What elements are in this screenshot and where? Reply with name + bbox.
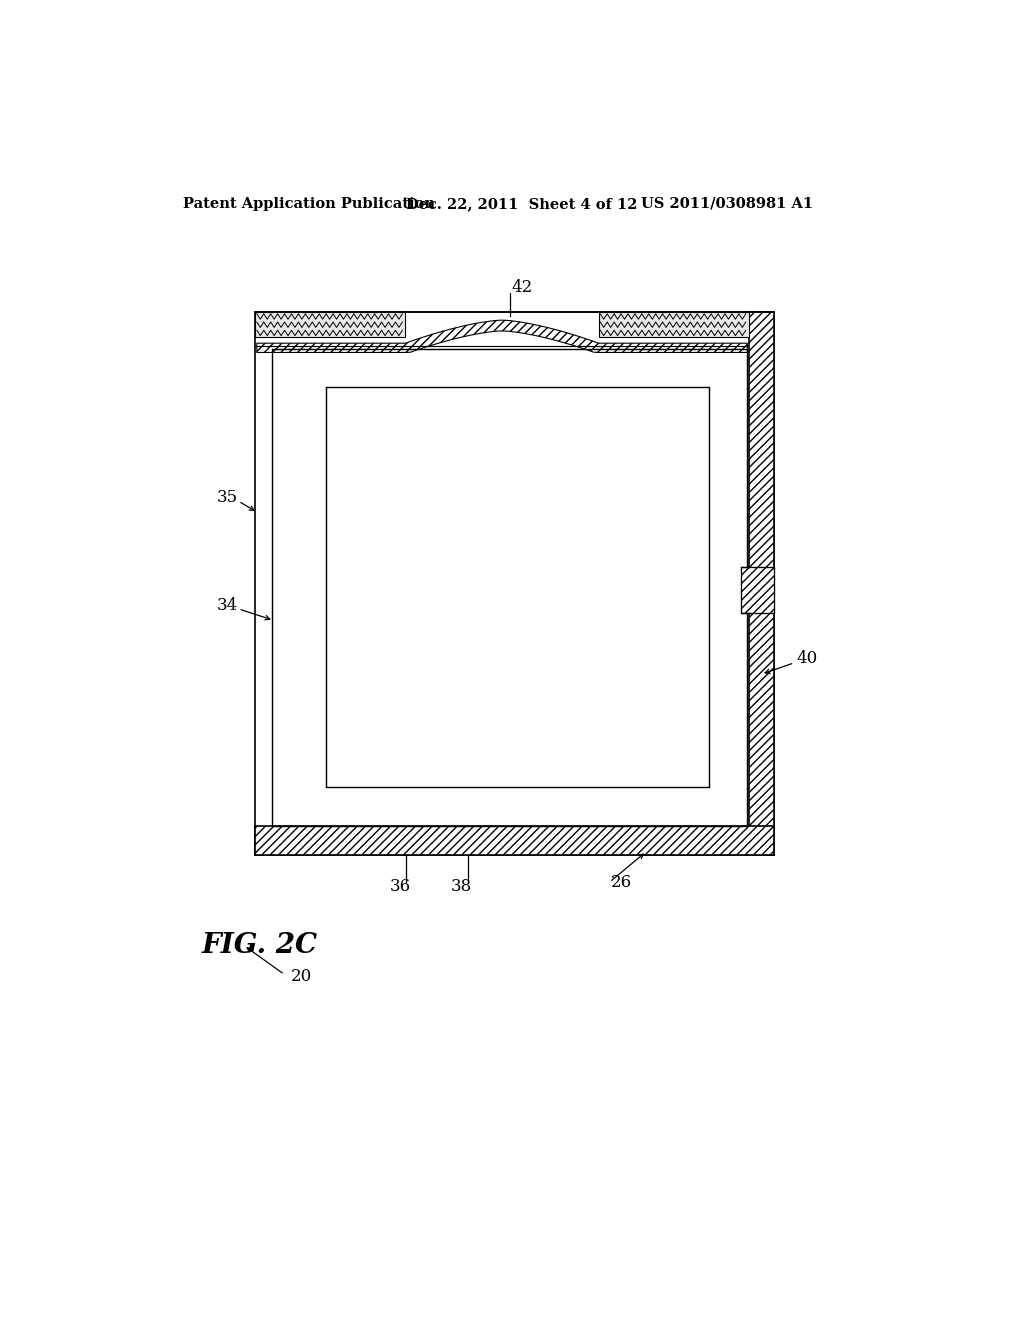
Text: US 2011/0308981 A1: US 2011/0308981 A1 xyxy=(641,197,813,211)
Bar xyxy=(255,826,773,855)
Bar xyxy=(272,348,748,826)
Bar xyxy=(255,313,406,337)
Bar xyxy=(599,313,749,337)
Text: 20: 20 xyxy=(291,968,312,985)
Text: 34: 34 xyxy=(217,597,238,614)
Bar xyxy=(741,566,773,612)
Polygon shape xyxy=(257,321,748,352)
Bar xyxy=(326,387,709,788)
Text: 62: 62 xyxy=(451,573,471,590)
Text: 26: 26 xyxy=(611,874,632,891)
Text: Patent Application Publication: Patent Application Publication xyxy=(183,197,435,211)
Bar xyxy=(255,313,773,855)
Text: 40: 40 xyxy=(797,651,818,668)
Text: FIG. 2C: FIG. 2C xyxy=(202,932,317,960)
Text: 38: 38 xyxy=(451,878,472,895)
Text: 36: 36 xyxy=(389,878,411,895)
Text: Dec. 22, 2011  Sheet 4 of 12: Dec. 22, 2011 Sheet 4 of 12 xyxy=(407,197,638,211)
Text: 35: 35 xyxy=(217,488,238,506)
Text: 42: 42 xyxy=(511,280,532,296)
Bar xyxy=(749,313,773,855)
